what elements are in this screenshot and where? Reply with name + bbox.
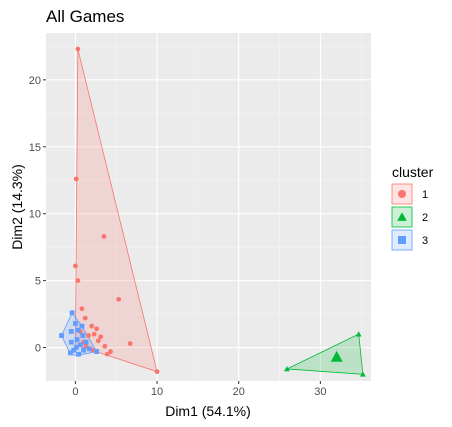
cluster-2-point [359, 371, 366, 377]
legend-label-3: 3 [422, 235, 428, 247]
cluster-1-point [127, 341, 133, 346]
x-tick-label: 10 [151, 386, 163, 398]
x-tick-label: 20 [233, 386, 245, 398]
legend: cluster 1 2 3 [391, 164, 434, 251]
cluster-1-point [95, 338, 101, 344]
y-tick-label: 0 [35, 343, 41, 355]
cluster-3-point [86, 346, 92, 352]
cluster-1-point [116, 296, 122, 302]
cluster-1-point [102, 343, 108, 349]
cluster-1-hull [74, 48, 158, 373]
cluster-3-point [71, 347, 77, 353]
cluster-3-point [83, 339, 89, 345]
y-axis-title: Dim2 (14.3%) [9, 164, 25, 250]
y-tick-label: 15 [29, 142, 41, 154]
y-axis-ticks: 0 5 10 15 20 [29, 75, 46, 355]
cluster-3-point [68, 329, 74, 334]
x-tick-label: 30 [314, 386, 326, 398]
cluster-1-point [94, 326, 100, 332]
cluster-1-point [89, 323, 95, 329]
x-axis-title: Dim1 (54.1%) [165, 403, 251, 419]
cluster-3-point [75, 327, 81, 333]
cluster-3-point [76, 351, 82, 357]
cluster-3-point [59, 333, 64, 338]
cluster-1-point [104, 351, 110, 357]
legend-title: cluster [392, 164, 434, 180]
y-tick-label: 20 [29, 75, 41, 87]
cluster-1-point [79, 306, 85, 312]
plot-panel [46, 33, 371, 381]
legend-triangle-icon [397, 212, 407, 221]
cluster-hulls [61, 48, 364, 375]
cluster-3-point [68, 350, 73, 356]
y-tick-label: 10 [29, 209, 41, 221]
cluster-3-point [77, 342, 83, 348]
cluster-3-point [79, 323, 85, 329]
cluster-1-point [72, 263, 78, 269]
cluster-1-point [75, 278, 81, 284]
legend-square-icon [398, 236, 406, 244]
cluster-3-point [69, 310, 75, 316]
cluster-3-point [72, 321, 78, 326]
x-axis-ticks: 0 10 20 30 [72, 381, 326, 398]
cluster-3-point [81, 347, 86, 353]
cluster-1-point [101, 234, 107, 239]
cluster-1-point [154, 369, 160, 375]
cluster-3-point [74, 337, 80, 342]
cluster-1-point [91, 331, 97, 337]
x-tick-label: 0 [72, 386, 78, 398]
cluster-3-point [94, 349, 100, 354]
cluster-2-hull [285, 333, 364, 375]
cluster-1-point [75, 46, 81, 52]
cluster-3-point [68, 339, 74, 345]
legend-label-2: 2 [422, 212, 428, 224]
legend-circle-icon [398, 190, 406, 198]
data-points [59, 46, 366, 377]
cluster-3-point [80, 333, 86, 338]
cluster-1-point [73, 176, 79, 182]
legend-keys: 1 2 3 [391, 183, 428, 251]
cluster-1-point [108, 349, 113, 354]
cluster-1-point [98, 334, 104, 340]
y-tick-label: 5 [35, 276, 41, 288]
cluster-3-point [73, 345, 79, 350]
cluster-1-point [86, 333, 91, 338]
cluster-2-point [284, 366, 290, 372]
chart-title: All Games [46, 7, 124, 26]
cluster-2-point [355, 331, 362, 337]
cluster-1-point [82, 315, 88, 321]
cluster-2-center [330, 350, 343, 362]
legend-label-1: 1 [422, 189, 428, 201]
